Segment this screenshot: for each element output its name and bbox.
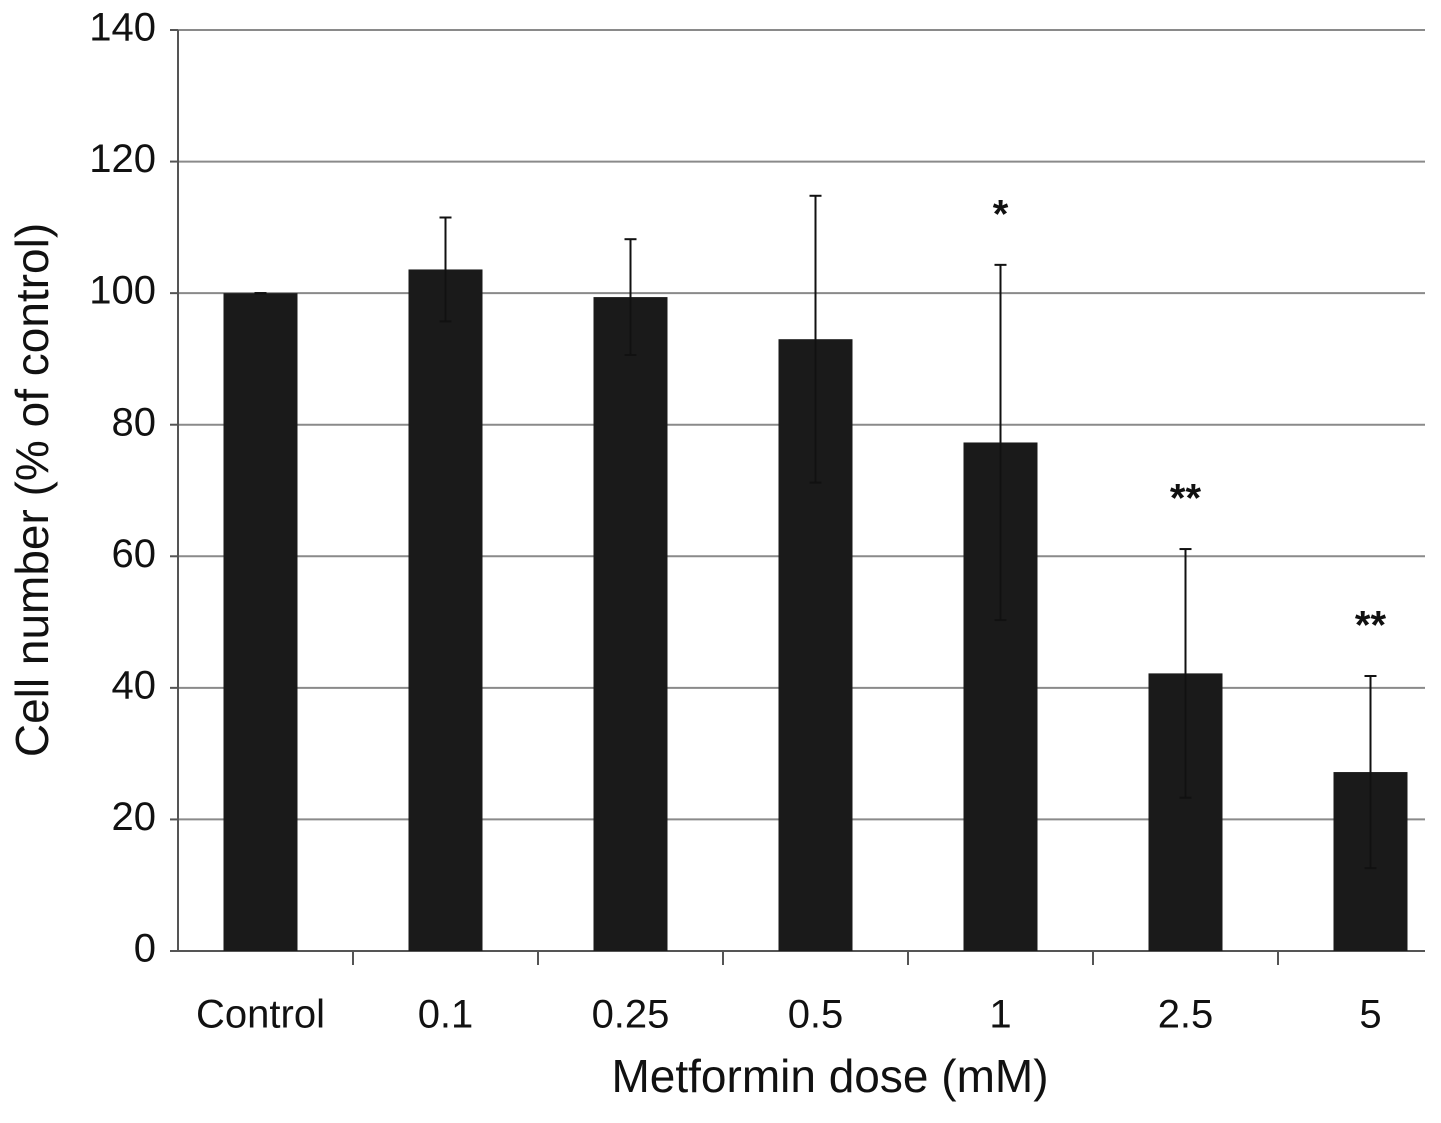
x-tick-label: 5 — [1359, 993, 1381, 1037]
y-tick-label: 140 — [89, 6, 156, 50]
y-tick-label: 120 — [89, 137, 156, 181]
x-tick-label: 2.5 — [1158, 993, 1214, 1037]
significance-mark: ** — [1170, 477, 1202, 521]
significance-mark: ** — [1355, 604, 1387, 648]
y-tick-label: 40 — [112, 663, 157, 707]
x-tick-label: 0.5 — [788, 993, 844, 1037]
y-tick-label: 100 — [89, 269, 156, 313]
y-tick-label: 60 — [112, 532, 157, 576]
y-tick-label: 0 — [134, 927, 156, 971]
bar — [408, 269, 483, 952]
x-tick-label: Control — [196, 993, 325, 1037]
y-axis-title: Cell number (% of control) — [6, 223, 58, 757]
x-tick-label: 1 — [989, 993, 1011, 1037]
significance-mark: * — [993, 192, 1009, 236]
y-tick-label: 20 — [112, 795, 157, 839]
x-tick-label: 0.25 — [592, 993, 670, 1037]
x-axis-title: Metformin dose (mM) — [611, 1050, 1048, 1102]
bar — [593, 297, 668, 952]
bar — [223, 293, 298, 952]
x-tick-label: 0.1 — [418, 993, 474, 1037]
y-tick-label: 80 — [112, 400, 157, 444]
